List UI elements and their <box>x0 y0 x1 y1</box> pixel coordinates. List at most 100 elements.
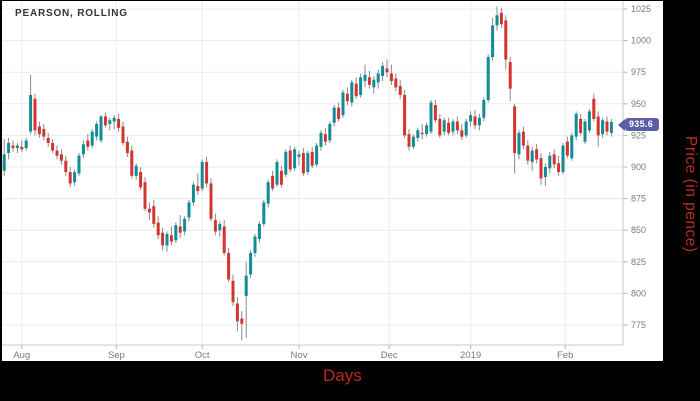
candle-body <box>429 102 433 132</box>
candle-body <box>143 182 147 209</box>
chart-title: PEARSON, ROLLING <box>15 8 128 19</box>
candle-body <box>205 161 209 184</box>
candle-body <box>543 167 547 178</box>
candle-body <box>183 218 187 232</box>
price-axis-title: Price (in pence) <box>682 135 699 253</box>
y-axis-tick-label: 775 <box>631 320 646 330</box>
candle-body <box>20 146 24 150</box>
candle-body <box>95 124 99 137</box>
candle-body <box>411 136 415 147</box>
candle-body <box>227 252 231 280</box>
x-axis-tick-label: Dec <box>381 350 398 361</box>
candle-body <box>557 163 561 173</box>
candle-body <box>178 226 182 233</box>
candle-body <box>11 145 15 149</box>
candle-body <box>332 107 336 123</box>
candle-body <box>350 82 354 103</box>
candle-body <box>235 303 239 322</box>
candle-body <box>200 161 204 189</box>
candle-body <box>213 220 217 232</box>
candle-body <box>425 125 429 135</box>
candle-body <box>90 131 94 146</box>
x-axis-tick-label: Oct <box>195 350 210 361</box>
candle-body <box>169 235 173 242</box>
candle-body <box>583 121 587 142</box>
candle-body <box>51 142 55 151</box>
candle-body <box>86 140 90 147</box>
candle-body <box>486 57 490 101</box>
candle-body <box>15 145 19 149</box>
candle-body <box>596 116 600 136</box>
candle-body <box>275 161 279 185</box>
candle-body <box>24 140 28 149</box>
candle-body <box>328 124 332 141</box>
candle-body <box>521 131 525 146</box>
candle-body <box>33 98 37 131</box>
candle-body <box>341 92 345 116</box>
candle-body <box>319 132 323 147</box>
candle-body <box>209 183 213 219</box>
candle-body <box>548 155 552 169</box>
candle-body <box>161 232 165 246</box>
y-axis-tick-label: 825 <box>631 257 646 267</box>
y-axis-tick-label: 875 <box>631 194 646 204</box>
candle-body <box>139 172 143 188</box>
candle-body <box>293 149 297 169</box>
candle-body <box>605 121 609 132</box>
candle-body <box>420 132 424 135</box>
candle-body <box>257 223 261 240</box>
candle-body <box>416 130 420 138</box>
candle-body <box>262 202 266 224</box>
candle-body <box>513 106 517 154</box>
candle-body <box>345 93 349 102</box>
x-axis-tick-label: Nov <box>291 350 308 361</box>
candle-body <box>385 68 389 73</box>
candle-body <box>473 116 477 126</box>
candle-body <box>103 116 107 126</box>
candle-body <box>59 154 63 161</box>
candle-body <box>609 122 613 133</box>
candle-body <box>601 120 605 135</box>
candle-body <box>55 150 59 156</box>
candle-body <box>42 129 46 137</box>
candle-body <box>337 107 341 119</box>
y-axis-tick-label: 950 <box>631 99 646 109</box>
candle-body <box>354 83 358 97</box>
candle-body <box>367 77 371 85</box>
y-axis-tick-label: 975 <box>631 67 646 77</box>
price-badge-arrow-icon <box>618 118 625 131</box>
candle-body <box>574 113 578 137</box>
chart-plot-area[interactable]: 1025 1000 975 950 925 900 875 850 825 800 775 Aug Se… <box>2 1 663 361</box>
x-axis-tick-label: Aug <box>13 350 30 361</box>
candle-body <box>191 184 195 203</box>
candle-body <box>64 160 68 173</box>
candle-body <box>271 175 275 189</box>
candle-body <box>376 73 380 83</box>
candle-body <box>279 170 283 185</box>
candle-body <box>266 182 270 204</box>
candle-body <box>372 79 376 88</box>
candle-body <box>73 172 77 183</box>
candle-body <box>156 222 160 236</box>
candle-body <box>499 12 503 25</box>
candle-body <box>535 149 539 160</box>
candle-body <box>539 158 543 179</box>
y-axis-tick-label: 900 <box>631 162 646 172</box>
candle-body <box>253 236 257 253</box>
candle-body <box>504 20 508 60</box>
candle-body <box>447 122 451 133</box>
candlestick-chart[interactable]: 1025 1000 975 950 925 900 875 850 825 800 775 Aug Se… <box>2 1 663 361</box>
y-axis-tick-label: 850 <box>631 225 646 235</box>
candle-body <box>108 120 112 125</box>
candle-body <box>249 252 253 275</box>
candle-body <box>37 126 41 135</box>
candle-body <box>592 98 596 119</box>
candle-body <box>477 117 481 126</box>
candle-body <box>455 121 459 131</box>
time-axis-title: Days <box>323 366 362 385</box>
current-price-value: 935.6 <box>625 118 659 131</box>
candle-body <box>117 118 121 128</box>
candle-body <box>407 134 411 147</box>
candle-body <box>301 153 305 174</box>
candle-body <box>81 144 85 155</box>
